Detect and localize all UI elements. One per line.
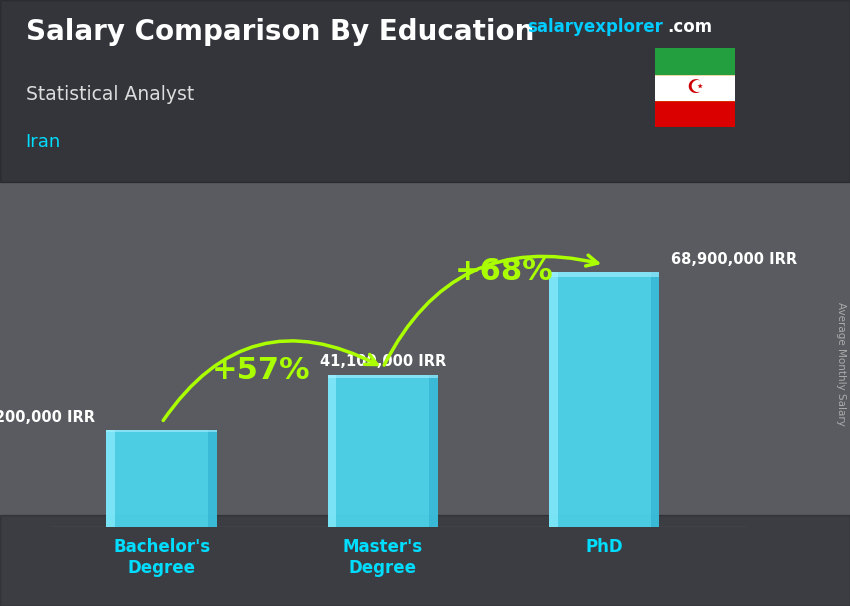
Bar (0, 0, 850, 182)
Text: Iran: Iran (26, 133, 60, 152)
Bar (327, 375, 439, 527)
Text: 68,900,000 IRR: 68,900,000 IRR (671, 251, 796, 267)
Bar (327, 375, 337, 527)
Text: Salary Comparison By Education: Salary Comparison By Education (26, 18, 534, 46)
Bar (106, 430, 115, 527)
Bar (208, 430, 217, 527)
Bar (654, 75, 735, 101)
Bar (549, 272, 558, 527)
Bar (106, 430, 217, 432)
Bar (549, 272, 660, 277)
Text: salaryexplorer: salaryexplorer (527, 18, 663, 36)
Bar (654, 48, 735, 75)
Text: Average Monthly Salary: Average Monthly Salary (836, 302, 846, 425)
Text: 41,100,000 IRR: 41,100,000 IRR (320, 355, 446, 370)
Bar (549, 272, 660, 527)
Bar (106, 430, 217, 527)
Text: +68%: +68% (456, 257, 554, 286)
Text: .com: .com (667, 18, 712, 36)
Bar (0, 515, 850, 606)
Text: Statistical Analyst: Statistical Analyst (26, 85, 194, 104)
Text: 26,200,000 IRR: 26,200,000 IRR (0, 410, 95, 425)
Bar (654, 101, 735, 127)
Bar (327, 375, 439, 378)
Bar (650, 272, 660, 527)
Text: ☪: ☪ (686, 78, 704, 98)
Bar (429, 375, 439, 527)
Text: +57%: +57% (212, 356, 310, 385)
